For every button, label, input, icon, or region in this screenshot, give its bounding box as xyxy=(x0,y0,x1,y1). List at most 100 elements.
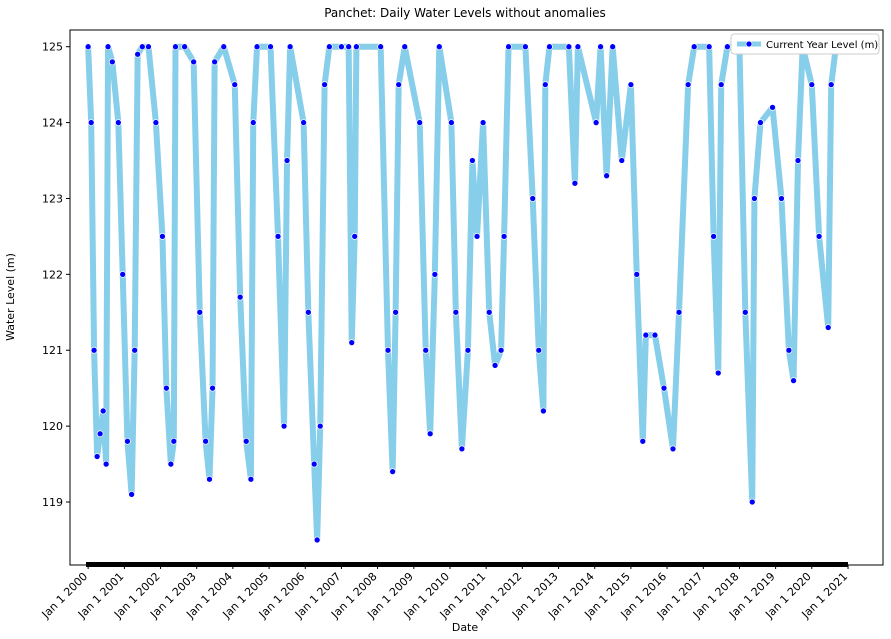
point xyxy=(128,491,135,498)
point xyxy=(690,43,698,51)
y-axis-label: Water Level (m) xyxy=(4,253,17,341)
point xyxy=(546,43,553,51)
point xyxy=(505,43,512,51)
point xyxy=(99,407,107,415)
point xyxy=(479,119,487,126)
point xyxy=(300,119,307,126)
point xyxy=(815,233,823,240)
point xyxy=(345,43,353,51)
y-tick-label: 125 xyxy=(42,41,63,54)
point xyxy=(541,81,549,88)
point xyxy=(401,43,409,51)
point xyxy=(714,369,722,377)
point xyxy=(163,384,170,392)
point xyxy=(778,195,785,202)
legend-marker xyxy=(745,40,753,48)
point xyxy=(535,346,543,354)
point xyxy=(377,43,385,51)
point xyxy=(422,346,430,354)
point xyxy=(458,445,466,453)
point xyxy=(304,308,312,316)
point xyxy=(491,362,499,369)
point xyxy=(348,339,356,347)
point xyxy=(741,308,749,316)
point xyxy=(751,195,758,202)
point xyxy=(220,43,228,51)
y-tick-label: 121 xyxy=(42,344,63,357)
point xyxy=(145,43,152,51)
point xyxy=(540,407,547,415)
point xyxy=(473,233,481,240)
point xyxy=(500,233,508,240)
legend-label: Current Year Level (m) xyxy=(766,40,878,51)
point xyxy=(684,81,692,88)
point xyxy=(102,460,110,468)
y-tick-label: 122 xyxy=(42,268,63,281)
point xyxy=(90,346,98,354)
point xyxy=(104,43,112,51)
point xyxy=(769,104,776,111)
point xyxy=(84,43,92,51)
point xyxy=(642,331,650,339)
point xyxy=(609,43,617,51)
chart-title: Panchet: Daily Water Levels without anom… xyxy=(324,6,606,20)
point xyxy=(824,324,832,331)
point xyxy=(660,384,668,392)
point xyxy=(808,81,816,88)
point xyxy=(131,346,139,354)
point xyxy=(313,536,321,544)
point xyxy=(384,346,392,354)
point xyxy=(416,119,424,126)
point xyxy=(395,81,403,88)
point xyxy=(316,422,324,430)
point xyxy=(172,43,179,51)
point xyxy=(242,437,250,445)
point xyxy=(211,58,218,66)
point xyxy=(448,119,455,126)
point xyxy=(253,43,261,51)
point xyxy=(748,498,756,506)
point xyxy=(338,43,345,51)
point xyxy=(426,430,434,438)
point xyxy=(181,43,188,51)
point xyxy=(325,43,333,51)
point xyxy=(790,377,797,384)
point xyxy=(785,346,793,354)
point xyxy=(96,430,104,438)
y-tick-label: 124 xyxy=(42,117,63,130)
point xyxy=(114,119,122,126)
point xyxy=(627,81,635,88)
point xyxy=(497,346,505,354)
point xyxy=(159,233,166,240)
point xyxy=(485,308,493,316)
point xyxy=(452,308,460,316)
y-tick-label: 123 xyxy=(42,192,63,205)
point xyxy=(274,233,282,240)
point xyxy=(675,308,683,316)
point xyxy=(249,119,257,126)
point xyxy=(574,43,582,51)
point xyxy=(705,43,713,51)
point xyxy=(353,43,360,51)
point xyxy=(827,81,835,88)
point xyxy=(167,460,175,468)
point xyxy=(717,81,725,88)
point xyxy=(267,43,274,51)
point xyxy=(206,475,213,483)
point xyxy=(134,50,142,58)
point xyxy=(469,157,476,164)
point xyxy=(310,460,318,468)
point xyxy=(669,445,677,453)
x-axis-label: Date xyxy=(452,621,479,634)
y-tick-label: 119 xyxy=(42,496,63,509)
point xyxy=(152,119,160,126)
point xyxy=(190,58,197,66)
point xyxy=(633,271,641,278)
point xyxy=(794,157,802,164)
point xyxy=(565,43,573,51)
point xyxy=(651,331,659,339)
point xyxy=(435,43,443,51)
point xyxy=(389,468,396,476)
point xyxy=(108,58,116,66)
